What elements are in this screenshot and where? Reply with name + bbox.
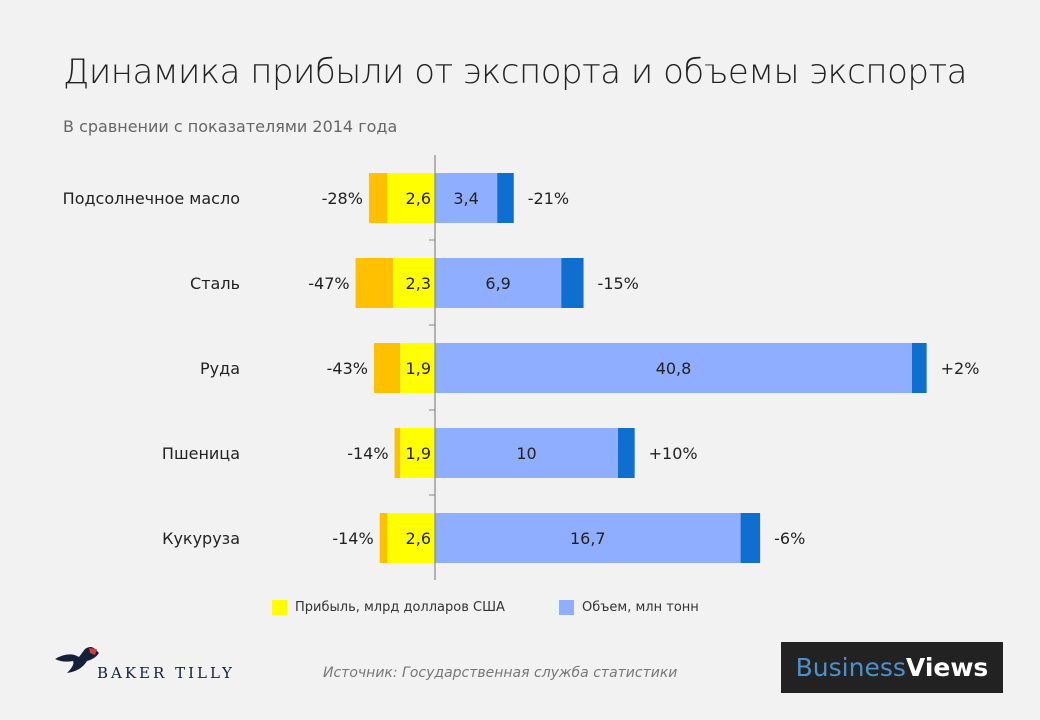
volume-value-label: 16,7: [570, 529, 606, 548]
legend-swatch-volume: [559, 600, 574, 615]
category-label: Подсолнечное масло: [63, 189, 240, 208]
volume-bar: [435, 343, 912, 393]
category-label: Сталь: [190, 274, 240, 293]
category-label: Кукуруза: [162, 529, 240, 548]
profit-change-label: -43%: [327, 359, 368, 378]
legend-item-profit: Прибыль, млрд долларов США: [272, 600, 505, 615]
profit-change-bar: [355, 258, 393, 308]
volume-change-bar: [912, 343, 927, 393]
business-views-logo: Business Views: [781, 642, 1003, 693]
profit-bar: [387, 173, 435, 223]
bar-chart: Подсолнечное масло 2,6 -28% 3,4 -21% Сталь 2,3…: [63, 155, 980, 580]
volume-change-label: -6%: [774, 529, 805, 548]
profit-change-bar: [374, 343, 401, 393]
chart-title: Динамика прибыли от экспорта и объемы эк…: [63, 52, 967, 92]
legend-item-volume: Объем, млн тонн: [559, 600, 699, 615]
volume-bar: [435, 428, 618, 478]
profit-value-label: 2,6: [406, 189, 431, 208]
profit-change-label: -28%: [322, 189, 363, 208]
profit-value-label: 2,6: [406, 529, 431, 548]
volume-value-label: 10: [516, 444, 536, 463]
volume-value-label: 3,4: [453, 189, 478, 208]
profit-change-label: -14%: [347, 444, 388, 463]
legend-label-volume: Объем, млн тонн: [582, 600, 699, 615]
chart-subtitle: В сравнении с показателями 2014 года: [63, 117, 398, 136]
profit-bar: [387, 513, 435, 563]
volume-change-bar: [497, 173, 514, 223]
profit-value-label: 2,3: [406, 274, 431, 293]
category-label: Руда: [200, 359, 240, 378]
volume-value-label: 40,8: [656, 359, 692, 378]
profit-value-label: 1,9: [406, 444, 431, 463]
profit-bar: [400, 428, 435, 478]
baker-tilly-logo-text: BAKER TILLY: [97, 664, 235, 682]
legend-label-profit: Прибыль, млрд долларов США: [295, 600, 505, 615]
legend-swatch-profit: [272, 600, 287, 615]
volume-bar: [435, 513, 741, 563]
volume-bar: [435, 173, 498, 223]
profit-value-label: 1,9: [406, 359, 431, 378]
profit-change-bar: [379, 513, 388, 563]
volume-value-label: 6,9: [485, 274, 510, 293]
baker-tilly-bird-logo: [55, 647, 99, 673]
profit-change-bar: [368, 173, 388, 223]
volume-change-label: -15%: [598, 274, 639, 293]
volume-bar: [435, 258, 562, 308]
source-note: Источник: Государственная служба статист…: [323, 665, 678, 681]
volume-change-label: -21%: [528, 189, 569, 208]
profit-bar: [400, 343, 435, 393]
profit-bar: [392, 258, 435, 308]
volume-change-bar: [740, 513, 761, 563]
volume-change-bar: [618, 428, 635, 478]
volume-change-label: +10%: [649, 444, 698, 463]
profit-change-bar: [394, 428, 401, 478]
volume-change-label: +2%: [941, 359, 980, 378]
profit-change-label: -14%: [332, 529, 373, 548]
profit-change-label: -47%: [308, 274, 349, 293]
volume-change-bar: [561, 258, 584, 308]
category-label: Пшеница: [162, 444, 240, 463]
